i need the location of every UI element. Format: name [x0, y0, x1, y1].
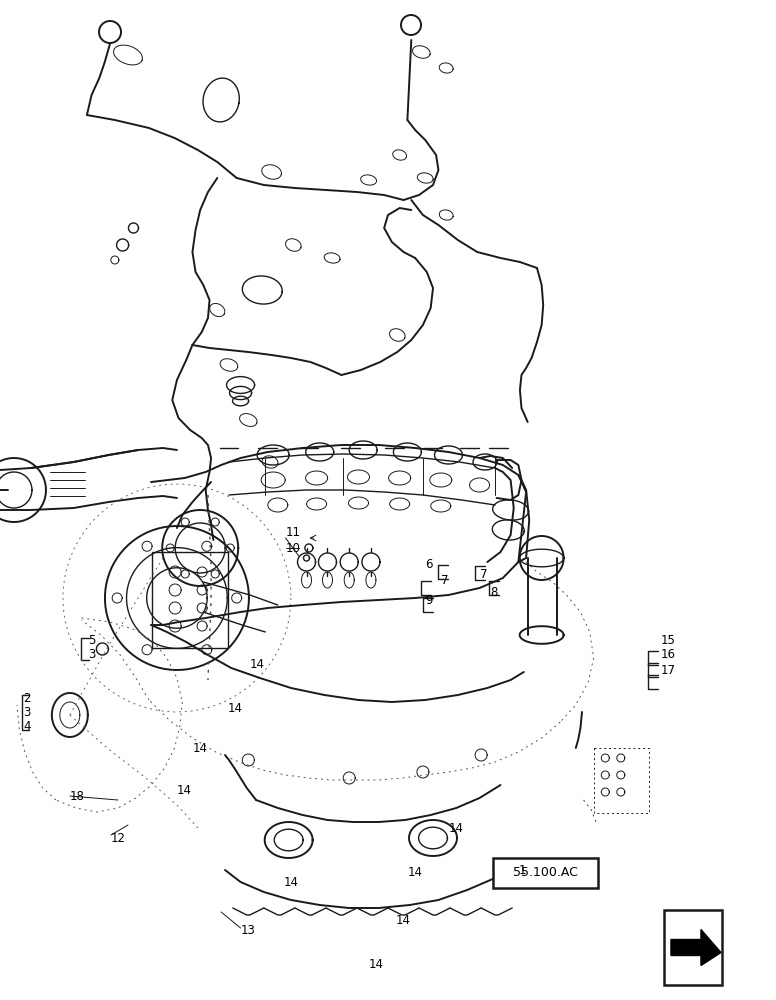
Text: 1: 1	[518, 863, 526, 876]
Text: 16: 16	[661, 648, 676, 662]
Text: 9: 9	[425, 593, 433, 606]
Text: 7: 7	[441, 574, 449, 586]
Polygon shape	[671, 930, 721, 966]
Text: 14: 14	[407, 865, 422, 879]
Text: 5: 5	[88, 635, 95, 648]
Text: 2: 2	[23, 692, 31, 704]
Text: 14: 14	[192, 742, 207, 754]
Text: 3: 3	[23, 706, 31, 718]
Text: 17: 17	[661, 664, 676, 676]
Text: 8: 8	[490, 585, 498, 598]
Text: 10: 10	[286, 542, 300, 554]
Text: 4: 4	[23, 720, 31, 732]
Bar	[664, 910, 722, 985]
Text: 14: 14	[250, 658, 265, 672]
Text: 6: 6	[425, 558, 433, 572]
Text: 13: 13	[241, 924, 255, 936]
Text: 3: 3	[88, 648, 95, 662]
Text: 14: 14	[283, 876, 298, 888]
Text: 55.100.AC: 55.100.AC	[513, 866, 577, 880]
Text: 14: 14	[177, 784, 192, 796]
Text: 18: 18	[70, 790, 85, 802]
Text: 7: 7	[480, 568, 487, 582]
Text: 14: 14	[449, 822, 463, 834]
FancyBboxPatch shape	[493, 858, 598, 888]
Text: 14: 14	[396, 914, 411, 926]
Text: 11: 11	[286, 526, 300, 538]
Text: 14: 14	[227, 702, 242, 714]
Text: 12: 12	[111, 832, 126, 844]
Text: 15: 15	[661, 634, 676, 647]
Text: 14: 14	[369, 958, 383, 972]
